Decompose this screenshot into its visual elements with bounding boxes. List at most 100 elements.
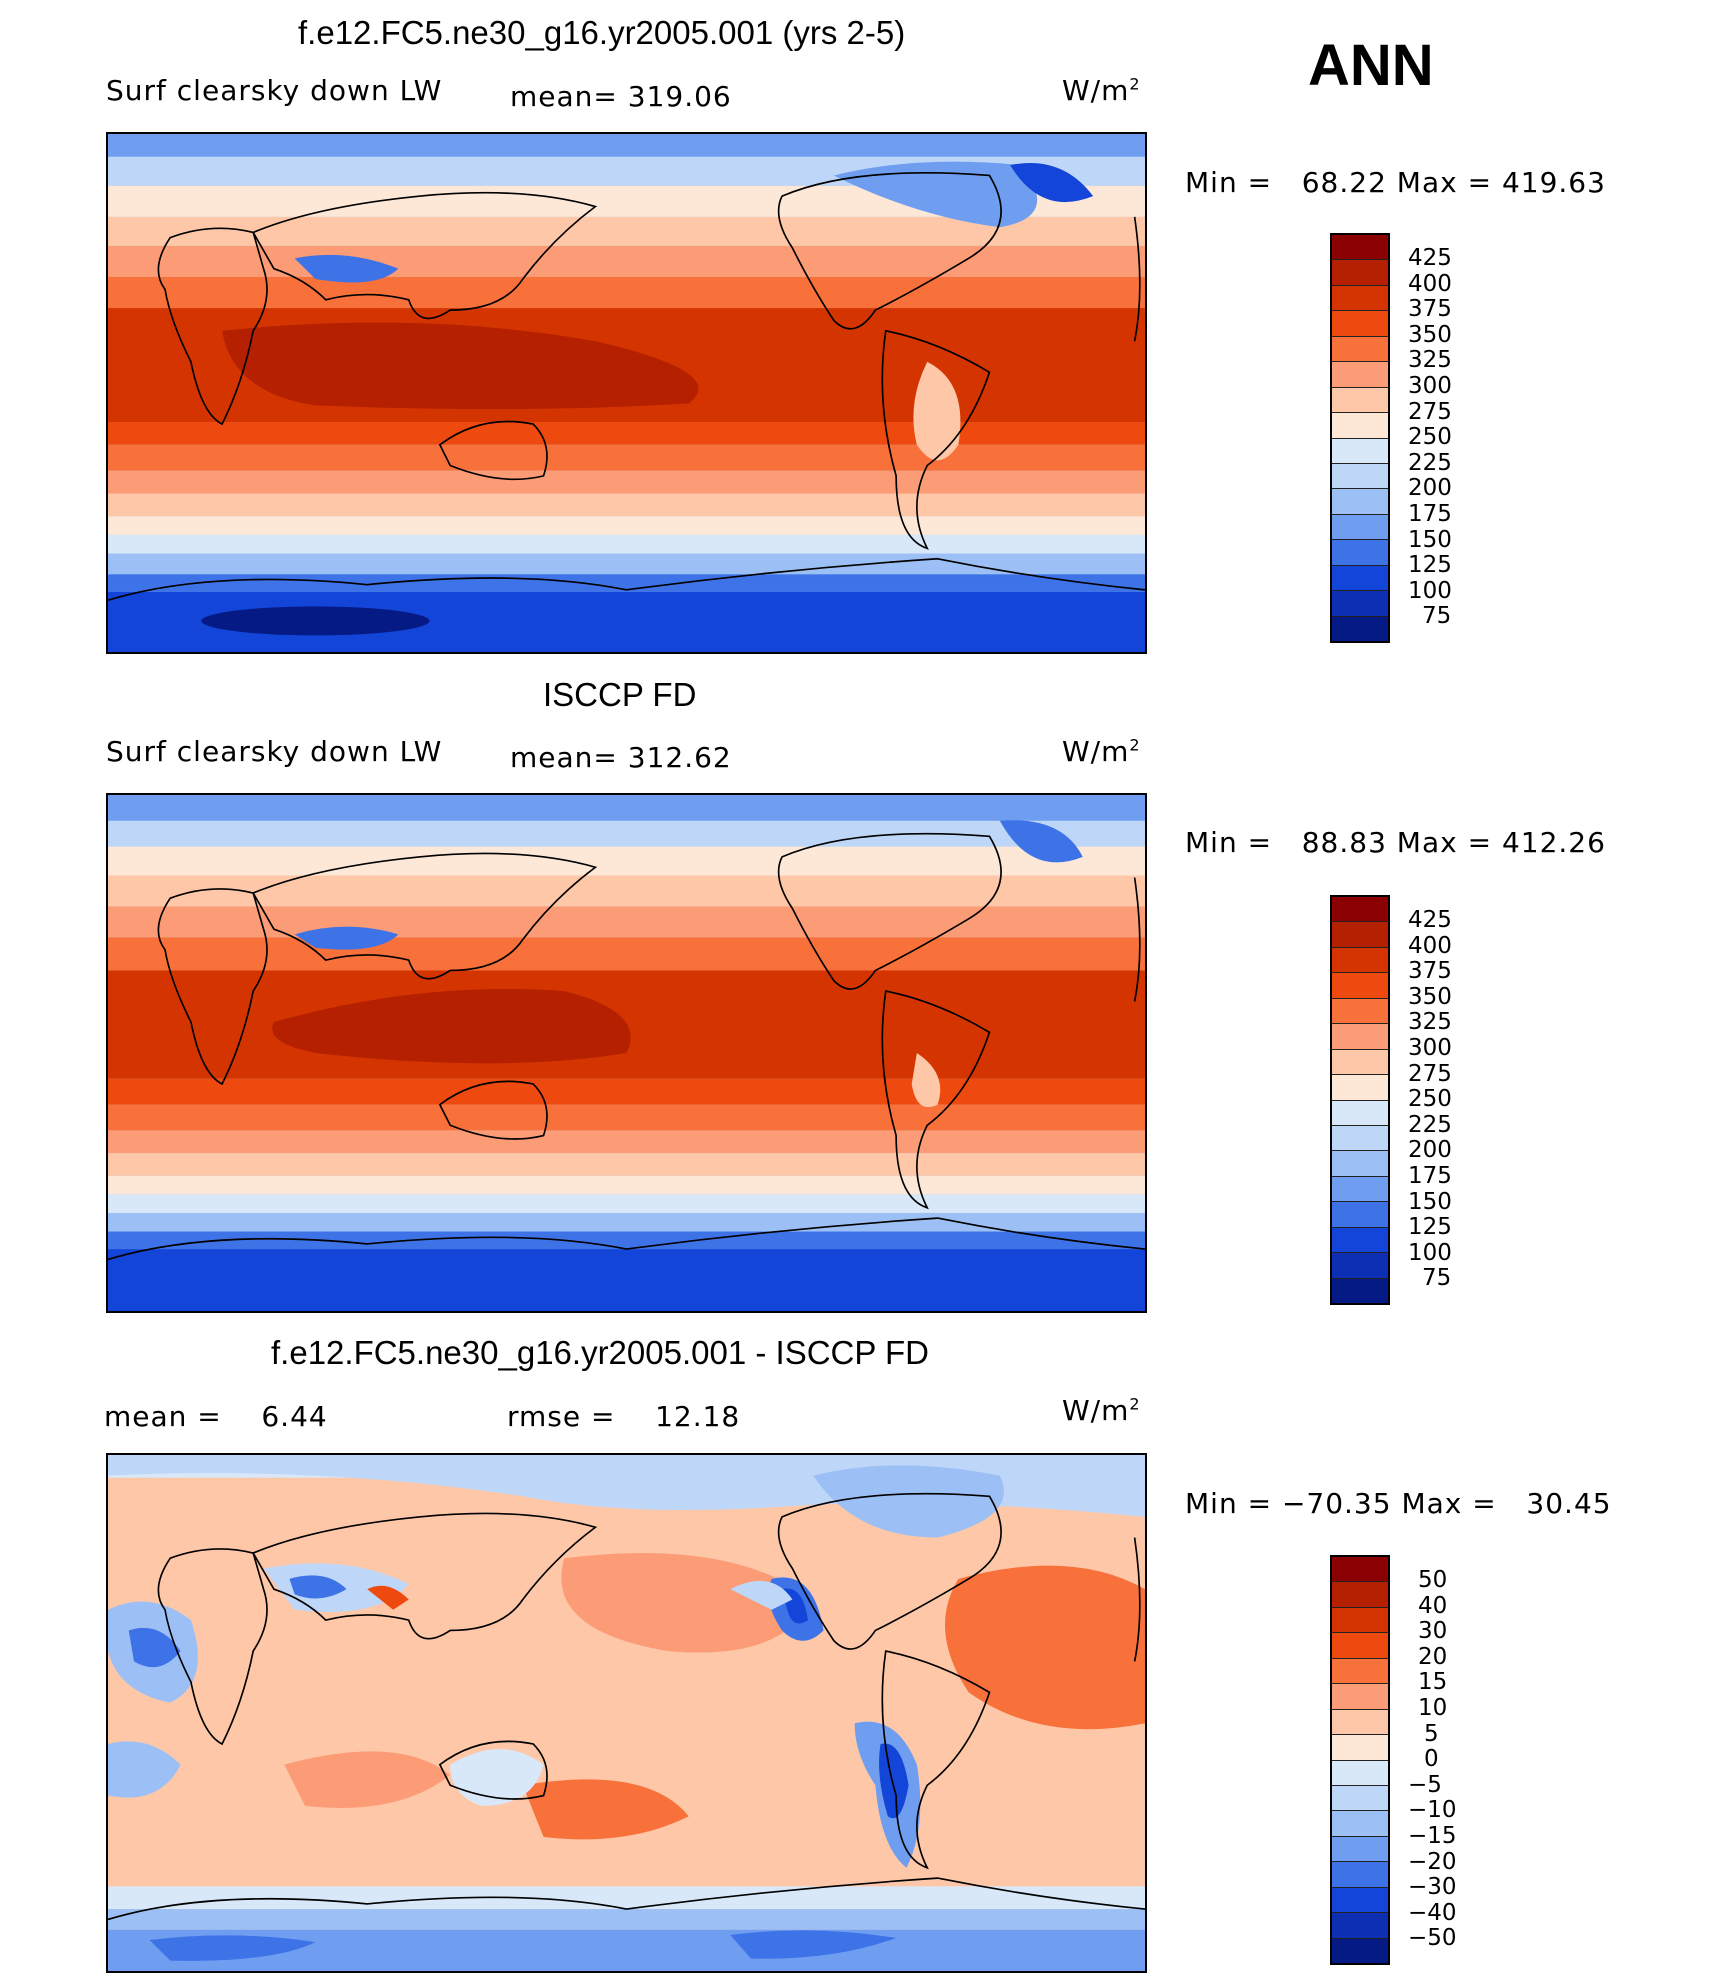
swatch [1332,260,1388,286]
swatch [1332,285,1388,312]
swatch [1332,1075,1388,1101]
colorbar-label: 350 [1408,983,1452,1010]
colorbar-label: 10 [1418,1694,1448,1721]
colorbar-label: 375 [1408,958,1452,985]
panel1-colorbar [1330,233,1390,643]
colorbar-label: 175 [1408,500,1452,527]
swatch [1332,1049,1388,1076]
swatch [1332,489,1388,515]
colorbar-label: 325 [1408,347,1452,374]
swatch [1332,1862,1388,1888]
swatch [1332,1684,1388,1710]
swatch [1332,1735,1388,1761]
colorbar-label: 100 [1408,577,1452,604]
colorbar-label: 325 [1408,1009,1452,1036]
swatch [1332,1100,1388,1126]
colorbar-label: 200 [1408,1137,1452,1164]
panel2-mean: mean= 312.62 [510,741,732,774]
swatch [1332,1176,1388,1203]
swatch [1332,1227,1388,1254]
swatch [1332,1811,1388,1837]
panel1-map-svg [108,134,1145,652]
swatch [1332,998,1388,1025]
swatch [1332,1760,1388,1786]
colorbar-label: 20 [1418,1643,1448,1670]
colorbar-label: −10 [1408,1797,1457,1824]
panel1-title: f.e12.FC5.ne30_g16.yr2005.001 (yrs 2-5) [298,14,906,51]
swatch [1332,438,1388,464]
swatch [1332,362,1388,388]
panel3-units: W/m2 [1062,1394,1141,1427]
swatch [1332,1836,1388,1863]
swatch [1332,1024,1388,1050]
colorbar-label: 125 [1408,552,1452,579]
colorbar-label: 50 [1418,1567,1448,1593]
season-label: ANN [1308,33,1434,98]
panel3-mean: mean = 6.44 [104,1400,328,1433]
colorbar-label: 300 [1408,1034,1452,1061]
swatch [1332,616,1388,641]
swatch [1332,1278,1388,1303]
colorbar-label: 250 [1408,1086,1452,1113]
panel3-colorbar [1330,1555,1390,1965]
colorbar-label: 125 [1408,1214,1452,1241]
colorbar-label: 425 [1408,907,1452,933]
swatch [1332,1253,1388,1279]
colorbar-label: 175 [1408,1162,1452,1189]
panel1-mean: mean= 319.06 [510,80,732,113]
swatch [1332,1202,1388,1228]
colorbar-label: 400 [1408,270,1452,297]
panel3-map [106,1453,1147,1973]
swatch [1332,1658,1388,1685]
swatch [1332,1785,1388,1812]
colorbar-label: 225 [1408,449,1452,476]
panel1-variable: Surf clearsky down LW [106,74,443,107]
swatch [1332,973,1388,999]
panel2-map-svg [108,795,1145,1311]
swatch [1332,514,1388,541]
swatch [1332,1557,1388,1583]
swatch [1332,1887,1388,1914]
colorbar-label: 375 [1408,296,1452,323]
swatch [1332,540,1388,566]
panel3-rmse: rmse = 12.18 [507,1400,741,1433]
colorbar-label: −15 [1408,1822,1457,1849]
swatch [1332,336,1388,363]
swatch [1332,1151,1388,1177]
colorbar-label: 5 [1424,1720,1439,1747]
colorbar-label: 100 [1408,1239,1452,1266]
panel2-units: W/m2 [1062,735,1141,768]
swatch [1332,1125,1388,1152]
panel3-map-svg [108,1455,1145,1971]
panel2-title: ISCCP FD [543,676,697,713]
colorbar-label: 300 [1408,372,1452,399]
panel3-colorbar-labels: 50 40 30 20 15 10 5 0 −5 −10 −15 −20 −30… [1408,1567,1457,1952]
swatch [1332,591,1388,617]
colorbar-label: 0 [1424,1746,1439,1773]
panel1-units: W/m2 [1062,74,1141,107]
colorbar-label: −40 [1408,1899,1457,1926]
swatch [1332,463,1388,490]
colorbar-label: 350 [1408,321,1452,348]
colorbar-label: 30 [1418,1618,1448,1645]
colorbar-label: 150 [1408,1188,1452,1215]
swatch [1332,235,1388,261]
colorbar-label: 200 [1408,475,1452,502]
panel2-minmax: Min = 88.83 Max = 412.26 [1185,826,1606,859]
colorbar-label: 275 [1408,1060,1452,1087]
panel3-minmax: Min = −70.35 Max = 30.45 [1185,1487,1612,1520]
panel2-variable: Surf clearsky down LW [106,735,443,768]
colorbar-label: −5 [1408,1771,1442,1798]
swatch [1332,1709,1388,1736]
swatch [1332,947,1388,974]
colorbar-label: 75 [1422,1265,1452,1292]
swatch [1332,1582,1388,1608]
swatch [1332,922,1388,948]
panel2-colorbar [1330,895,1390,1305]
swatch [1332,1913,1388,1939]
colorbar-label: 15 [1418,1669,1448,1696]
panel1-colorbar-labels: 425 400 375 350 325 300 275 250 225 200 … [1408,245,1452,630]
colorbar-label: 275 [1408,398,1452,425]
swatch [1332,1938,1388,1963]
colorbar-label: −50 [1408,1925,1457,1952]
